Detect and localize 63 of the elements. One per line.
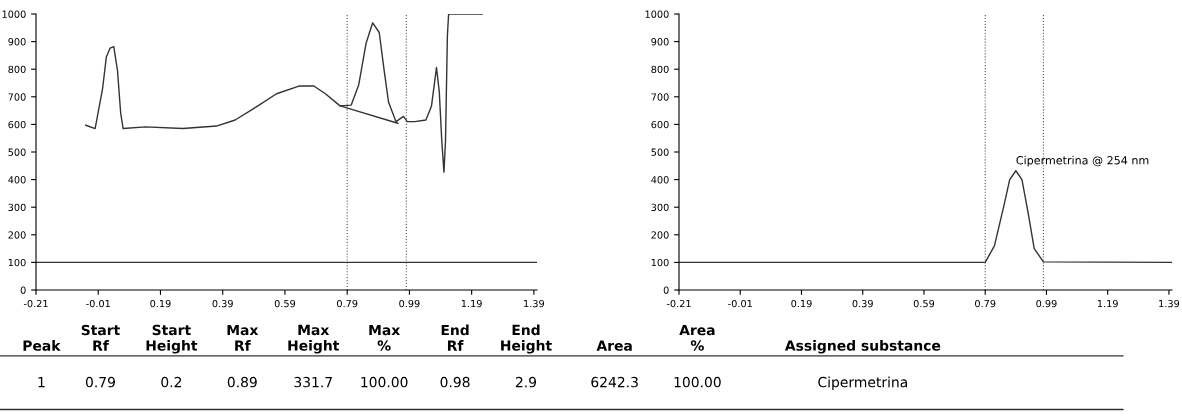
y-tick-label: 700 — [8, 93, 26, 101]
x-tick-label: -0.21 — [23, 299, 48, 308]
text: 0.89 — [227, 376, 257, 388]
text: 331.7 — [294, 376, 332, 388]
x-tick-label: 0.39 — [852, 299, 873, 308]
text: Start Rf — [81, 324, 120, 351]
y-tick-label: 600 — [651, 120, 669, 129]
text: 100.00 — [674, 376, 721, 388]
x-tick-label: -0.21 — [666, 299, 691, 308]
x-tick-label: 1.39 — [524, 299, 545, 308]
x-tick-label: 1.19 — [461, 299, 482, 308]
y-tick-label: 400 — [8, 176, 26, 184]
y-tick-label: 500 — [8, 148, 26, 156]
x-tick-label: -0.01 — [728, 299, 752, 308]
y-tick-label: 0 — [663, 286, 669, 294]
y-tick-label: 100 — [651, 258, 669, 267]
x-tick-label: 0.79 — [975, 299, 996, 308]
text: 0.79 — [85, 376, 115, 388]
y-tick-label: 0 — [20, 286, 26, 294]
text: Assigned substance — [784, 340, 941, 354]
text: 1 — [38, 377, 45, 388]
text: Peak — [23, 340, 61, 351]
y-tick-label: 800 — [8, 65, 26, 74]
annotation: Cipermetrina @ 254 nm — [1016, 155, 1149, 167]
y-tick-label: 800 — [651, 65, 669, 74]
y-tick-label: 1000 — [645, 10, 669, 18]
text: Area — [596, 340, 632, 351]
y-tick-label: 600 — [8, 120, 26, 129]
text: 100.00 — [361, 376, 408, 388]
text: 2.9 — [515, 376, 537, 388]
x-tick-label: 1.19 — [1097, 299, 1118, 308]
text: Max Rf — [227, 324, 259, 351]
y-tick-label: 300 — [651, 203, 669, 212]
y-tick-label: 500 — [651, 148, 669, 156]
y-tick-label: 200 — [651, 231, 669, 239]
y-tick-label: 200 — [8, 231, 26, 239]
y-tick-label: 900 — [651, 38, 669, 46]
y-tick-label: 900 — [8, 38, 26, 46]
y-tick-label: 700 — [651, 93, 669, 101]
x-tick-label: -0.01 — [86, 299, 110, 308]
text: End Rf — [441, 324, 469, 351]
text: 6242.3 — [591, 376, 638, 388]
text: Max Height — [288, 324, 340, 354]
x-tick-label: 0.19 — [791, 299, 812, 308]
text: 0.2 — [161, 376, 182, 388]
text: Start Height — [146, 324, 198, 354]
x-tick-label: 0.99 — [1036, 299, 1057, 308]
text: Area % — [679, 324, 715, 351]
text: 0.98 — [440, 376, 470, 388]
text: End Height — [501, 324, 552, 354]
x-tick-label: 0.19 — [150, 299, 171, 308]
text: Max % — [369, 324, 401, 351]
x-tick-label: 0.39 — [212, 299, 233, 308]
x-tick-label: 0.59 — [274, 299, 296, 308]
y-tick-label: 400 — [651, 176, 669, 184]
x-tick-label: 0.99 — [399, 299, 420, 308]
text: Cipermetrina — [818, 376, 907, 391]
x-tick-label: 0.79 — [337, 299, 358, 308]
x-tick-label: 0.59 — [913, 299, 935, 308]
y-tick-label: 100 — [8, 258, 26, 267]
y-tick-label: 1000 — [2, 10, 26, 18]
x-tick-label: 1.39 — [1159, 299, 1180, 308]
y-tick-label: 300 — [8, 203, 26, 212]
